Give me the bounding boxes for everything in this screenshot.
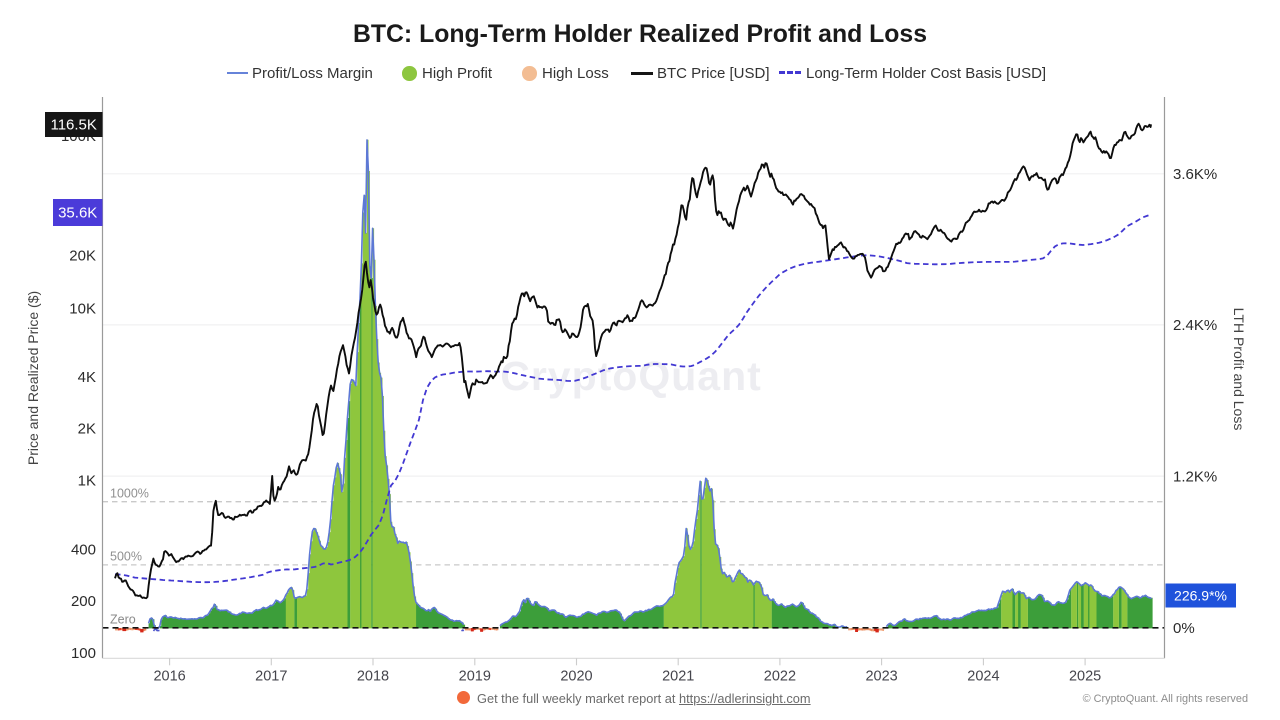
svg-text:LTH Profit and Loss: LTH Profit and Loss (1231, 308, 1247, 431)
svg-text:Price and Realized Price ($): Price and Realized Price ($) (25, 291, 41, 465)
svg-text:2025: 2025 (1069, 669, 1101, 685)
svg-text:35.6K: 35.6K (58, 205, 97, 222)
svg-text:CryptoQuant: CryptoQuant (500, 353, 762, 399)
svg-text:3.6K%: 3.6K% (1173, 166, 1217, 183)
svg-text:2.4K%: 2.4K% (1173, 317, 1217, 334)
svg-text:2017: 2017 (255, 669, 287, 685)
svg-text:500%: 500% (110, 550, 142, 564)
svg-text:2018: 2018 (357, 669, 389, 685)
svg-text:10K: 10K (69, 300, 96, 317)
svg-text:200: 200 (71, 593, 96, 610)
svg-text:2019: 2019 (459, 669, 491, 685)
svg-text:1.2K%: 1.2K% (1173, 468, 1217, 485)
svg-text:4K: 4K (78, 369, 96, 386)
svg-text:20K: 20K (69, 248, 96, 265)
svg-text:400: 400 (71, 541, 96, 558)
svg-text:2020: 2020 (560, 669, 592, 685)
svg-text:116.5K: 116.5K (50, 117, 96, 134)
svg-text:2021: 2021 (662, 669, 694, 685)
svg-text:2023: 2023 (865, 669, 897, 685)
svg-text:1K: 1K (78, 473, 96, 490)
svg-text:2024: 2024 (967, 669, 999, 685)
svg-text:2K: 2K (78, 421, 96, 438)
svg-text:2016: 2016 (153, 669, 185, 685)
svg-text:2022: 2022 (764, 669, 796, 685)
svg-text:0%: 0% (1173, 620, 1195, 637)
svg-text:Zero: Zero (110, 613, 136, 627)
svg-text:100: 100 (71, 645, 96, 662)
svg-text:226.9*%: 226.9*% (1174, 588, 1227, 604)
svg-text:1000%: 1000% (110, 487, 149, 501)
